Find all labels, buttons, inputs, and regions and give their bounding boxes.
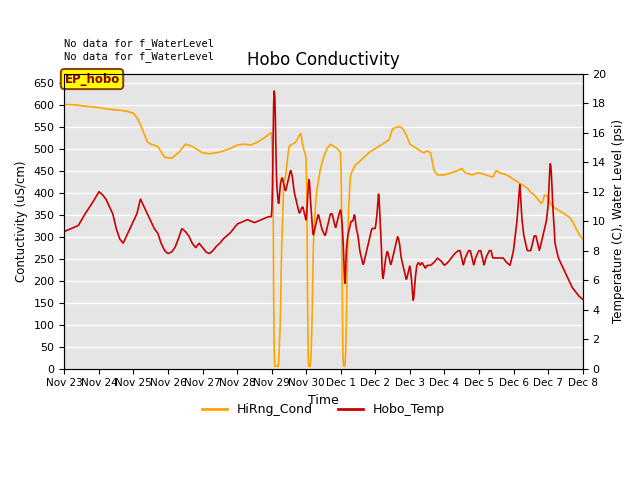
Title: Hobo Conductivity: Hobo Conductivity	[247, 51, 400, 70]
Text: No data for f_WaterLevel
No data for f_WaterLevel: No data for f_WaterLevel No data for f_W…	[65, 38, 214, 62]
Text: EP_hobo: EP_hobo	[65, 72, 120, 85]
Y-axis label: Temperature (C), Water Level (psi): Temperature (C), Water Level (psi)	[612, 119, 625, 323]
X-axis label: Time: Time	[308, 394, 339, 407]
Legend: HiRng_Cond, Hobo_Temp: HiRng_Cond, Hobo_Temp	[197, 398, 450, 421]
Y-axis label: Contuctivity (uS/cm): Contuctivity (uS/cm)	[15, 160, 28, 282]
